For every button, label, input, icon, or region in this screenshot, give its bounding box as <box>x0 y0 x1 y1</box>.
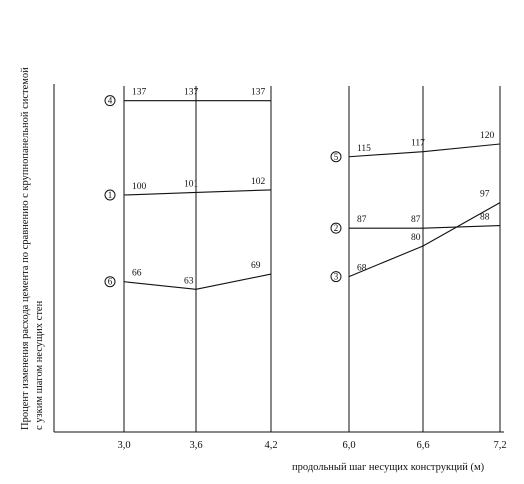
data-label-2-1: 87 <box>411 215 421 225</box>
y-axis-label-line2: с узким шагом несущих стен <box>34 300 45 430</box>
y-axis-label-line1: Процент изменения расхода цемента по сра… <box>20 67 31 430</box>
x-tick-label-0: 3,0 <box>117 440 130 451</box>
x-tick-label-4: 6,6 <box>416 440 429 451</box>
grid-lines <box>123 86 501 432</box>
series-line-6 <box>123 273 272 290</box>
series-line-2 <box>349 225 501 229</box>
series-name-4: 4 <box>108 96 113 106</box>
data-label-5-1: 117 <box>411 139 425 149</box>
series-marker-4 <box>104 95 116 107</box>
data-label-4-1: 137 <box>184 88 199 98</box>
series-line-5 <box>348 143 501 158</box>
data-label-6-1: 63 <box>184 276 194 286</box>
data-label-3-2: 97 <box>480 190 490 200</box>
series-name-5: 5 <box>334 152 339 162</box>
series-group: 137 137 137 4 100 101 102 1 66 63 69 6 115 117 120 5 87 8… <box>104 88 501 290</box>
series-name-1: 1 <box>108 190 113 200</box>
data-label-5-2: 120 <box>480 131 495 141</box>
data-label-5-0: 115 <box>357 144 371 154</box>
data-label-1-1: 101 <box>184 179 199 189</box>
series-name-3: 3 <box>334 272 339 282</box>
x-tick-label-3: 6,0 <box>342 440 355 451</box>
data-label-2-0: 87 <box>357 215 367 225</box>
series-marker-1 <box>104 189 116 201</box>
data-label-4-0: 137 <box>132 88 147 98</box>
x-axis-label: продольный шаг несущих конструкций (м) <box>292 462 485 473</box>
data-label-2-2: 88 <box>480 213 490 223</box>
data-label-4-2: 137 <box>251 88 266 98</box>
x-tick-label-1: 3,6 <box>189 440 202 451</box>
series-name-2: 2 <box>334 223 339 233</box>
axes <box>53 84 504 433</box>
x-tick-label-2: 4,2 <box>264 440 277 451</box>
series-marker-2 <box>330 222 342 234</box>
data-label-1-2: 102 <box>251 177 266 187</box>
series-line-1 <box>123 189 272 196</box>
data-label-6-0: 66 <box>132 269 142 279</box>
series-name-6: 6 <box>108 277 113 287</box>
series-marker-6 <box>104 276 116 288</box>
data-label-3-1: 80 <box>411 233 421 243</box>
series-marker-3 <box>330 271 342 283</box>
data-label-3-0: 68 <box>357 264 367 274</box>
data-label-6-2: 69 <box>251 261 261 271</box>
x-tick-label-5: 7,2 <box>493 440 506 451</box>
x-tick-labels: 3,0 3,6 4,2 6,0 6,6 7,2 <box>117 440 506 451</box>
data-label-1-0: 100 <box>132 182 147 192</box>
series-line-3 <box>348 202 501 278</box>
series-marker-5 <box>330 151 342 163</box>
